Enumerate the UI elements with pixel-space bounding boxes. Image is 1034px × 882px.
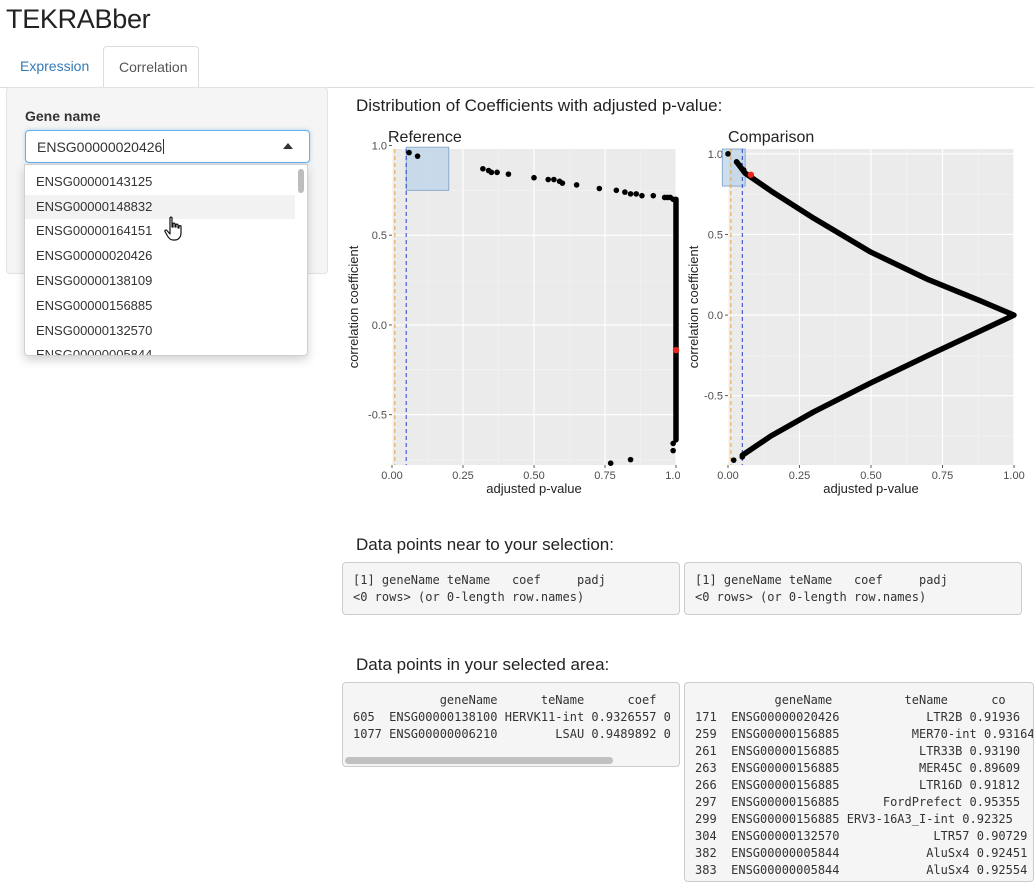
- plot-title: Reference: [388, 129, 462, 146]
- horizontal-scrollbar-thumb[interactable]: [345, 757, 613, 764]
- y-tick-label: 0.0: [372, 320, 387, 332]
- data-point: [545, 176, 551, 183]
- data-point: [596, 185, 603, 192]
- tab-bar: Expression Correlation: [0, 46, 1034, 89]
- x-tick-label: 0.25: [452, 470, 473, 482]
- x-tick-label: 0.50: [523, 470, 544, 482]
- gene-dropdown-list[interactable]: ENSG00000143125 ENSG00000148832 ENSG0000…: [24, 164, 308, 356]
- x-axis-label: adjusted p-value: [823, 481, 918, 496]
- dropdown-option[interactable]: ENSG00000164151: [36, 223, 153, 238]
- data-point: [613, 187, 620, 194]
- app-title: TEKRABber: [6, 4, 151, 34]
- selected-gene-point: [747, 171, 755, 178]
- near-selection-heading: Data points near to your selection:: [356, 535, 614, 554]
- data-point: [670, 447, 676, 454]
- x-tick-label: 0.25: [789, 470, 810, 482]
- dropdown-scrollbar[interactable]: [298, 169, 304, 193]
- y-tick-label: -0.5: [368, 410, 387, 422]
- data-point: [494, 169, 500, 176]
- data-point: [627, 191, 634, 197]
- data-point: [607, 460, 614, 467]
- y-tick-label: 0.5: [372, 230, 387, 242]
- tab-correlation[interactable]: Correlation: [103, 46, 199, 89]
- x-tick-label: 0.75: [594, 470, 615, 482]
- tab-expression[interactable]: Expression: [20, 58, 90, 74]
- hand-cursor-icon: [164, 216, 182, 241]
- data-point: [725, 151, 731, 157]
- y-tick-label: 1.0: [372, 140, 387, 152]
- y-tick-label: 0.5: [708, 229, 723, 241]
- x-tick-label: 0.00: [717, 470, 738, 482]
- selection-brush: [405, 146, 450, 191]
- data-point: [739, 454, 746, 460]
- comparison-plot[interactable]: 0.00 0.25 0.50 0.75 1.00 -0.5 0.0 0.5 1.0 Compari…: [682, 120, 1034, 505]
- data-point: [622, 189, 628, 195]
- selected-gene-point: [672, 346, 680, 354]
- near-left-text: [1] geneName teName coef padj <0 rows> (…: [353, 573, 606, 604]
- gene-name-label: Gene name: [25, 108, 101, 124]
- y-tick-label: 0.0: [708, 310, 723, 322]
- y-tick-label: 1.0: [708, 149, 723, 161]
- data-point: [740, 167, 747, 173]
- y-axis-label: correlation coefficient: [346, 245, 361, 368]
- near-selection-output-left: [1] geneName teName coef padj <0 rows> (…: [342, 562, 680, 615]
- gene-name-input-value[interactable]: ENSG00000020426: [37, 139, 165, 155]
- data-point: [736, 162, 743, 168]
- reference-plot[interactable]: 0.00 0.25 0.50 0.75 1.00 -0.5 0.0 0.5 1.0Referen…: [340, 120, 680, 505]
- data-point: [505, 171, 512, 177]
- data-points-curve: [733, 159, 1017, 459]
- area-right-text: geneName teName co 171 ENSG00000020426 L…: [695, 693, 1034, 877]
- data-point: [480, 165, 486, 172]
- distribution-heading: Distribution of Coefficients with adjust…: [356, 96, 723, 115]
- data-point: [633, 191, 640, 197]
- data-point: [488, 169, 495, 176]
- data-point: [551, 176, 557, 183]
- selected-area-output-left[interactable]: geneName teName coef 605 ENSG00000138100…: [342, 682, 680, 767]
- x-tick-label: 0.75: [932, 470, 953, 482]
- dropdown-option[interactable]: ENSG00000156885: [36, 298, 153, 313]
- y-axis-label: correlation coefficient: [686, 245, 701, 368]
- data-point: [670, 440, 676, 447]
- dropdown-option[interactable]: ENSG00000020426: [36, 248, 153, 263]
- dropdown-option[interactable]: ENSG00000143125: [36, 174, 153, 189]
- dropdown-option-hovered[interactable]: ENSG00000148832: [25, 195, 295, 219]
- near-right-text: [1] geneName teName coef padj <0 rows> (…: [695, 573, 948, 604]
- near-selection-output-right: [1] geneName teName coef padj <0 rows> (…: [684, 562, 1022, 615]
- data-point: [670, 196, 676, 203]
- dropdown-option[interactable]: ENSG00000138109: [36, 273, 153, 288]
- x-axis-label: adjusted p-value: [486, 481, 581, 496]
- data-point: [730, 457, 737, 463]
- caret-up-icon[interactable]: [283, 143, 293, 149]
- plot-title: Comparison: [728, 129, 814, 146]
- data-point: [414, 153, 421, 159]
- dropdown-option[interactable]: ENSG00000132570: [36, 323, 153, 338]
- horizontal-scrollbar[interactable]: [345, 757, 677, 764]
- data-point: [650, 192, 657, 199]
- data-point: [627, 456, 634, 463]
- selection-brush: [721, 148, 746, 187]
- data-point: [531, 174, 537, 181]
- selected-area-heading: Data points in your selected area:: [356, 655, 610, 674]
- x-tick-label: 0.00: [381, 470, 402, 482]
- x-tick-label: 0.50: [860, 470, 881, 482]
- data-point: [573, 182, 580, 188]
- selected-area-output-right[interactable]: geneName teName co 171 ENSG00000020426 L…: [684, 682, 1034, 882]
- dropdown-option[interactable]: ENSG00000005844: [36, 347, 153, 356]
- gene-name-select[interactable]: ENSG00000020426: [25, 130, 310, 163]
- data-point: [639, 192, 645, 199]
- data-point: [406, 149, 412, 156]
- area-left-text: geneName teName coef 605 ENSG00000138100…: [353, 693, 671, 741]
- x-tick-label: 1.00: [1003, 470, 1024, 482]
- x-tick-label: 1.00: [665, 470, 680, 482]
- data-point: [559, 180, 566, 186]
- y-tick-label: -0.5: [704, 391, 723, 403]
